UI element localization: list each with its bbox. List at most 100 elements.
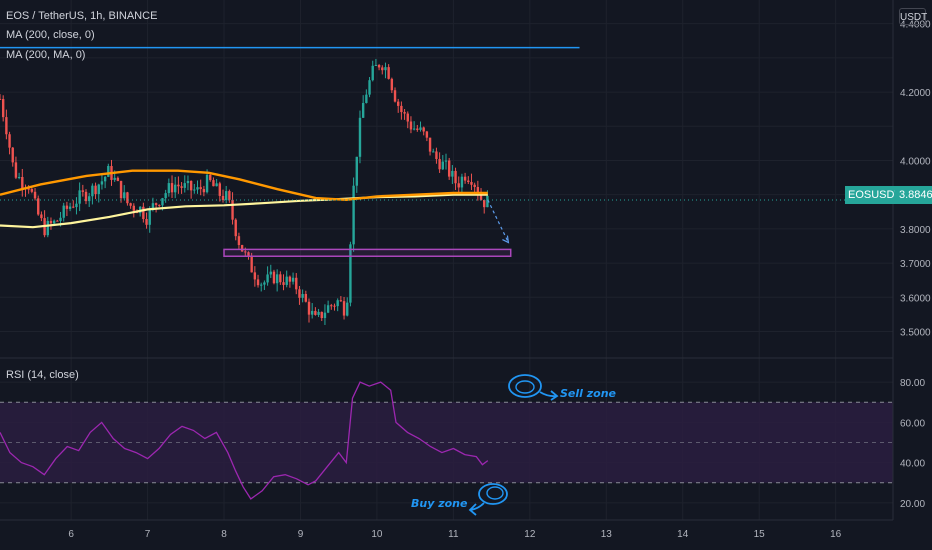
candle-body — [447, 160, 451, 177]
candle-body — [330, 305, 333, 307]
candle-body — [435, 151, 438, 160]
candle-body — [174, 184, 177, 193]
candle-body — [180, 186, 183, 188]
price-tick-label: 4.4000 — [900, 20, 931, 31]
candle-body — [231, 199, 234, 220]
candle-body — [129, 203, 132, 206]
candle-body — [291, 277, 295, 282]
candle-body — [400, 105, 403, 113]
candle-body — [215, 183, 218, 187]
time-axis[interactable]: 6 7 8 9 10 11 12 13 14 15 16 — [68, 529, 841, 540]
candle-body — [94, 185, 97, 195]
candle-body — [397, 101, 400, 106]
ma-close-legend[interactable]: MA (200, close, 0) — [6, 29, 95, 41]
support-zone-box[interactable] — [223, 248, 512, 257]
candle-body — [0, 98, 2, 100]
symbol-legend[interactable]: EOS / TetherUS, 1h, BINANCE — [6, 10, 158, 22]
candle-body — [371, 65, 374, 81]
candle-body — [358, 117, 362, 157]
candle-body — [97, 184, 100, 195]
candle-body — [170, 183, 174, 193]
rsi-axis[interactable]: 20.00 40.00 60.00 80.00 — [900, 378, 925, 510]
candle-body — [352, 185, 355, 245]
candle-body — [422, 127, 425, 132]
candle-body — [228, 191, 231, 200]
ma-ma-legend[interactable]: MA (200, MA, 0) — [6, 49, 86, 61]
candle-body — [323, 312, 327, 319]
candle-body — [314, 310, 317, 315]
candle-body — [346, 302, 349, 316]
candle-body — [444, 160, 448, 162]
candle-body — [142, 206, 145, 219]
price-pane[interactable] — [0, 46, 893, 325]
sell-zone-note: Sell zone — [560, 387, 617, 400]
candle-body — [412, 128, 416, 130]
price-tick-label: 3.5000 — [900, 327, 931, 338]
candle-body — [59, 217, 62, 221]
time-tick-label: 15 — [754, 529, 766, 540]
rsi-pane[interactable] — [0, 381, 893, 500]
candle-body — [454, 170, 457, 184]
candle-body — [46, 220, 49, 236]
rsi-band — [0, 402, 893, 483]
price-tick-label: 4.0000 — [900, 156, 931, 167]
candle-body — [78, 190, 81, 204]
time-tick-label: 9 — [298, 529, 304, 540]
candle-body — [409, 121, 413, 130]
candle-body — [467, 180, 470, 183]
rsi-tick-label: 40.00 — [900, 459, 925, 470]
candle-body — [374, 65, 378, 67]
candle-body — [234, 219, 237, 237]
time-tick-label: 14 — [677, 529, 689, 540]
rsi-legend[interactable]: RSI (14, close) — [6, 369, 79, 381]
candle-body — [107, 166, 110, 177]
projection-line[interactable] — [487, 199, 509, 243]
candle-body — [186, 180, 190, 184]
candle-body — [167, 183, 171, 194]
candle-body — [247, 252, 250, 257]
candle-body — [126, 192, 129, 204]
candle-body — [161, 198, 164, 206]
candle-body — [123, 192, 126, 199]
ma-close-line — [0, 169, 488, 202]
candle-body — [154, 203, 158, 205]
currency-unit-button[interactable]: USDT — [899, 8, 927, 25]
candle-body — [87, 196, 91, 202]
ma-ma-line — [0, 193, 488, 229]
candle-body — [390, 78, 394, 91]
candle-body — [438, 159, 441, 170]
candle-body — [183, 183, 186, 188]
rsi-tick-label: 20.00 — [900, 499, 925, 510]
candle-body — [282, 282, 285, 285]
candle-body — [17, 176, 21, 178]
rsi-tick-label: 80.00 — [900, 378, 925, 389]
candle-body — [8, 134, 11, 148]
candle-body — [27, 188, 30, 190]
candle-body — [49, 220, 53, 224]
candle-body — [320, 311, 323, 319]
candle-body — [307, 301, 311, 315]
candle-body — [205, 174, 209, 193]
candle-body — [298, 289, 301, 298]
candle-body — [52, 220, 56, 224]
candle-body — [384, 67, 387, 71]
candle-body — [460, 176, 464, 188]
sell-zone-arrowhead — [550, 390, 559, 401]
candle-body — [21, 176, 24, 189]
time-tick-label: 13 — [601, 529, 613, 540]
rsi-tick-label: 60.00 — [900, 418, 925, 429]
candle-body — [432, 151, 435, 153]
candle-body — [119, 180, 123, 199]
price-axis[interactable]: 3.5000 3.6000 3.7000 3.8000 4.0000 4.2000 4.40… — [900, 20, 931, 339]
candle-body — [253, 272, 257, 280]
candle-body — [476, 186, 480, 196]
candle-body — [349, 244, 352, 303]
candle-body — [11, 147, 14, 163]
candle-body — [285, 276, 288, 285]
candle-body — [91, 185, 94, 197]
time-tick-label: 11 — [448, 529, 459, 540]
candle-body — [365, 94, 368, 103]
candle-body — [377, 65, 381, 68]
buy-zone-circle-inner — [486, 486, 504, 500]
